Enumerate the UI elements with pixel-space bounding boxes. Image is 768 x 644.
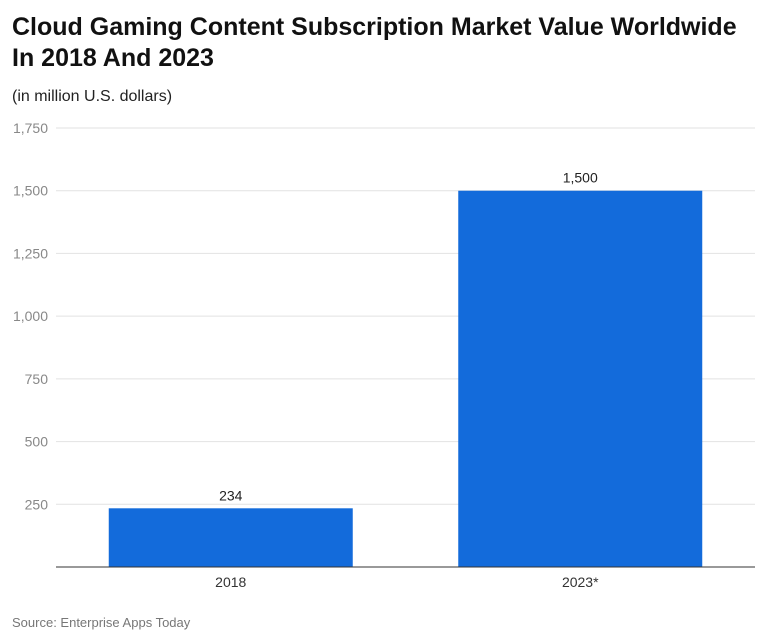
x-tick-label: 2018 [215, 574, 246, 590]
y-tick-label: 500 [25, 434, 49, 450]
x-tick-label: 2023* [562, 574, 599, 590]
chart-subtitle: (in million U.S. dollars) [12, 88, 173, 105]
y-tick-label: 1,000 [13, 308, 48, 324]
data-label: 234 [219, 487, 243, 503]
y-tick-label: 1,500 [13, 183, 48, 199]
bar-2018 [108, 508, 353, 567]
data-label: 1,500 [563, 170, 598, 186]
y-tick-label: 1,250 [13, 245, 48, 261]
bar-2023* [458, 190, 703, 567]
y-tick-label: 1,750 [13, 120, 48, 136]
y-tick-label: 250 [25, 496, 49, 512]
y-tick-label: 750 [25, 371, 49, 387]
chart-title: Cloud Gaming Content Subscription Market… [12, 13, 737, 72]
source-note: Source: Enterprise Apps Today [12, 615, 191, 630]
